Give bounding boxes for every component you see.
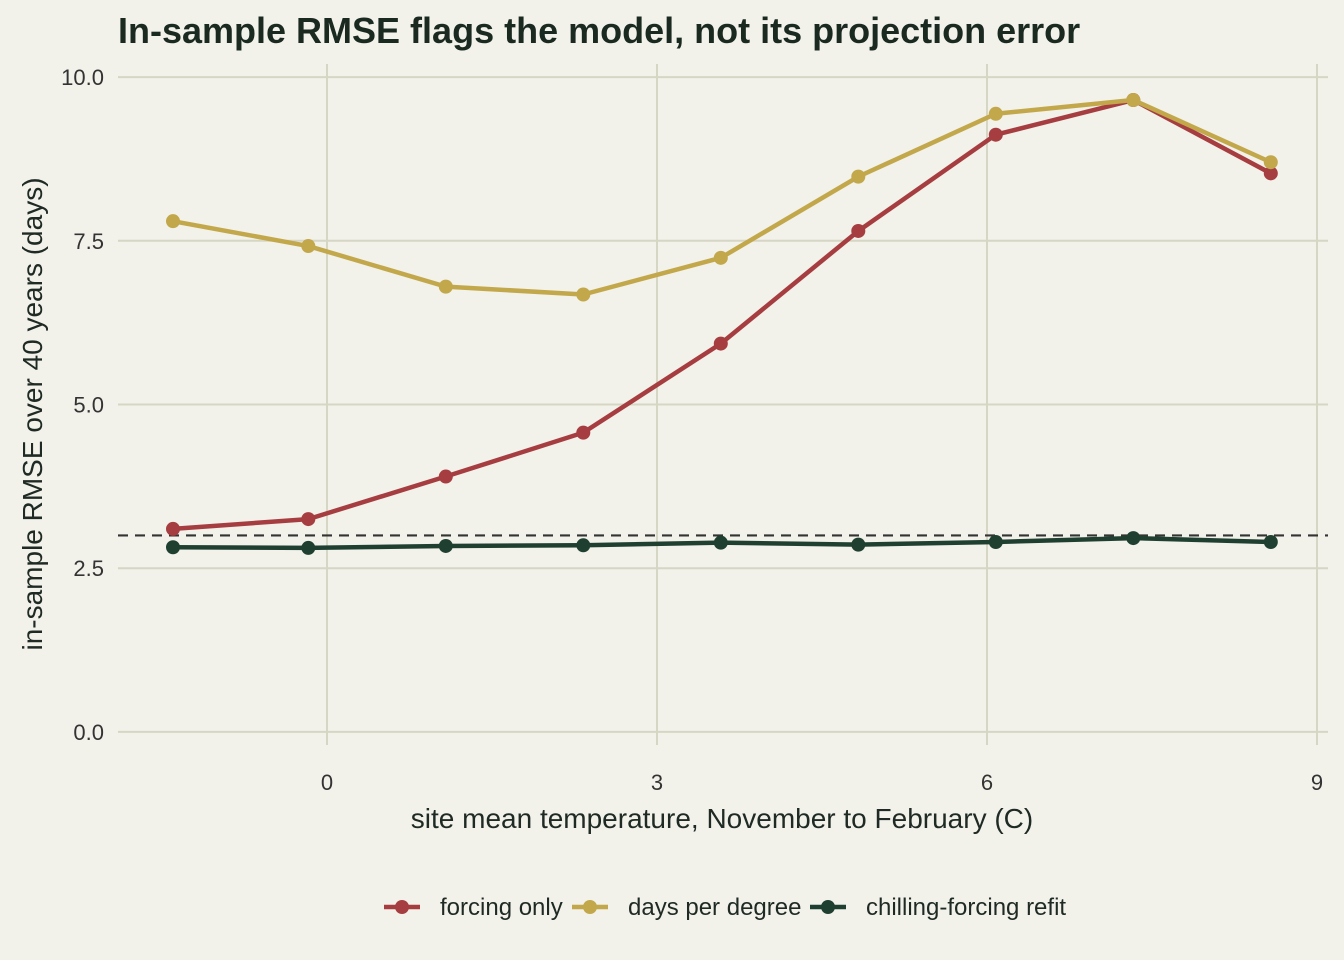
data-point-days-per-degree [438,279,453,294]
x-tick-label: 9 [1311,770,1323,795]
x-tick-label: 6 [981,770,993,795]
data-point-chilling-forcing-refit [1263,535,1278,550]
data-point-chilling-forcing-refit [713,535,728,550]
legend-label: days per degree [628,894,801,921]
data-point-forcing-only [438,469,453,484]
legend-item-chilling-forcing-refit: chilling-forcing refit [810,894,1066,921]
data-point-chilling-forcing-refit [166,540,180,555]
legend-item-forcing-only: forcing only [384,894,563,921]
y-tick-label: 0.0 [73,720,104,745]
y-tick-label: 7.5 [73,229,104,254]
data-point-days-per-degree [851,169,866,184]
data-point-days-per-degree [713,250,728,265]
data-point-chilling-forcing-refit [301,540,316,555]
series-days-per-degree [166,93,1278,302]
data-point-forcing-only [576,425,591,440]
series-line-days-per-degree [170,97,1274,297]
tick-labels: 0.0 2.5 5.0 7.5 10.0 0 3 6 9 [61,65,1323,795]
data-point-days-per-degree [1126,93,1141,108]
data-point-chilling-forcing-refit [988,535,1003,550]
data-point-forcing-only [166,521,180,536]
data-point-days-per-degree [988,106,1003,121]
data-point-days-per-degree [576,287,591,302]
legend-item-days-per-degree: days per degree [572,894,801,921]
y-axis-label: in-sample RMSE over 40 years (days) [17,177,48,650]
data-point-days-per-degree [301,239,316,254]
x-tick-label: 0 [321,770,333,795]
legend-label: forcing only [440,894,563,921]
series-layer [166,93,1278,555]
data-point-forcing-only [713,336,728,351]
legend-key-point [821,900,835,914]
chart-title: In-sample RMSE flags the model, not its … [118,10,1080,51]
legend-label: chilling-forcing refit [866,894,1066,921]
series-line-forcing-only [170,97,1274,532]
y-tick-label: 5.0 [73,393,104,418]
x-axis-label: site mean temperature, November to Febru… [411,803,1033,834]
data-point-forcing-only [851,223,866,238]
legend: forcing only days per degree chilling-forc… [384,894,1066,921]
data-point-chilling-forcing-refit [576,538,591,553]
y-tick-label: 2.5 [73,556,104,581]
data-point-forcing-only [988,127,1003,142]
series-chilling-forcing-refit [166,531,1278,555]
data-point-forcing-only [1263,166,1278,181]
data-point-chilling-forcing-refit [1126,531,1141,546]
data-point-forcing-only [301,512,316,527]
data-point-chilling-forcing-refit [851,537,866,552]
y-tick-label: 10.0 [61,65,104,90]
data-point-chilling-forcing-refit [438,538,453,553]
data-point-days-per-degree [1263,155,1278,170]
series-forcing-only [166,93,1278,536]
grid [118,64,1328,745]
legend-key-point [583,900,597,914]
x-tick-label: 3 [651,770,663,795]
legend-key-point [395,900,409,914]
data-point-days-per-degree [166,214,180,229]
